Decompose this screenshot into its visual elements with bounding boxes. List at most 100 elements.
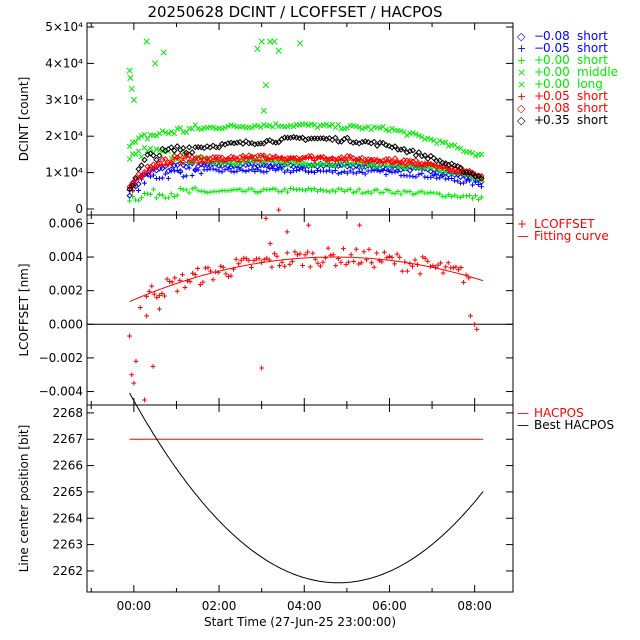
- plus-marker: [251, 258, 257, 263]
- plus-marker: [276, 207, 282, 213]
- legend-sign: +: [534, 113, 544, 127]
- legend-sign: +: [534, 77, 544, 91]
- plus-marker: [231, 169, 237, 175]
- diamond-marker: [347, 153, 354, 160]
- plus-marker: [419, 188, 425, 194]
- plus-marker: [315, 188, 320, 194]
- diamond-marker: [400, 145, 408, 153]
- diamond-marker: [338, 138, 345, 145]
- plus-marker: [236, 261, 242, 267]
- plus-marker: [267, 187, 273, 193]
- diamond-marker: [174, 143, 181, 150]
- plus-marker: [443, 194, 449, 200]
- plus-marker: [324, 168, 329, 174]
- diamond-marker: [418, 152, 425, 160]
- plus-marker: [324, 188, 329, 194]
- plus-marker: [329, 187, 335, 193]
- plus-marker: [259, 365, 265, 371]
- y-tick-label: 2264: [52, 511, 83, 525]
- plus-marker: [350, 190, 356, 195]
- diamond-marker: [472, 173, 479, 180]
- plus-marker: [228, 187, 234, 193]
- x-marker: [271, 38, 278, 45]
- plus-marker: [162, 293, 167, 299]
- plus-marker: [150, 363, 156, 369]
- plus-marker: [234, 168, 240, 174]
- legend-symbol: ◇: [517, 102, 526, 115]
- legend-symbol: —: [517, 406, 529, 420]
- plus-marker: [383, 187, 389, 192]
- plus-marker: [151, 172, 156, 178]
- diamond-marker: [296, 135, 303, 142]
- plus-marker: [417, 271, 423, 277]
- plus-marker: [233, 256, 239, 262]
- diamond-marker: [242, 156, 250, 163]
- plus-marker: [353, 170, 359, 176]
- plus-marker: [215, 269, 221, 275]
- x-marker: [389, 125, 395, 132]
- plus-marker: [205, 265, 211, 271]
- diamond-marker: [230, 140, 238, 147]
- diamond-marker: [230, 154, 238, 161]
- x-marker: [189, 126, 195, 132]
- legend-kind: short: [577, 101, 608, 115]
- legend-kind: short: [577, 29, 608, 43]
- diamond-marker: [353, 156, 360, 164]
- plus-marker: [443, 176, 449, 182]
- plus-marker: [279, 166, 285, 172]
- plus-marker: [371, 188, 377, 193]
- plus-marker: [186, 165, 192, 171]
- x-marker: [258, 38, 265, 45]
- dcint-panel: 0 1×10⁴ 2×10⁴ 3×10⁴ 4×10⁴ 5×10⁴ DCINT [count] ◇…: [17, 20, 618, 216]
- plus-marker: [387, 254, 392, 259]
- plus-marker: [292, 249, 298, 255]
- diamond-marker: [347, 138, 354, 145]
- diamond-marker: [469, 170, 476, 177]
- plus-marker: [261, 186, 267, 192]
- diamond-marker: [263, 156, 270, 163]
- diamond-marker: [326, 134, 333, 142]
- plus-marker: [330, 252, 336, 258]
- plus-marker: [472, 321, 478, 327]
- x-marker: [302, 121, 309, 127]
- legend-offset: 0.08: [543, 101, 570, 115]
- y-tick-label: 2262: [52, 564, 83, 578]
- diamond-marker: [275, 139, 282, 146]
- x-marker: [127, 74, 134, 82]
- diamond-marker: [412, 152, 419, 159]
- plus-marker: [171, 168, 177, 174]
- x-marker: [147, 145, 154, 152]
- x-marker: [240, 123, 246, 130]
- diamond-marker: [454, 162, 461, 170]
- plus-marker: [162, 171, 168, 177]
- diamond-marker: [415, 149, 422, 156]
- plus-marker: [149, 283, 155, 289]
- diamond-marker: [335, 162, 342, 169]
- x-marker: [314, 124, 321, 131]
- plus-marker: [164, 276, 170, 282]
- diamond-marker: [478, 175, 485, 182]
- plus-marker: [285, 189, 291, 195]
- x-marker: [231, 123, 237, 129]
- legend-symbol: +: [517, 90, 526, 103]
- diamond-marker: [147, 150, 154, 157]
- y-axis-label: LCOFFSET [nm]: [17, 263, 31, 356]
- plus-marker: [137, 305, 143, 310]
- x-marker: [254, 45, 261, 52]
- plus-marker: [306, 186, 311, 191]
- x-marker: [144, 136, 151, 142]
- diamond-marker: [153, 156, 160, 163]
- legend-sign: +: [534, 53, 544, 67]
- plus-marker: [361, 249, 367, 255]
- x-marker: [141, 131, 148, 138]
- diamond-marker: [388, 159, 396, 166]
- plus-marker: [165, 175, 171, 181]
- plus-marker: [169, 279, 175, 285]
- x-marker: [260, 107, 267, 114]
- plus-marker: [445, 260, 451, 266]
- x-marker: [383, 126, 389, 133]
- plus-marker: [468, 313, 473, 319]
- plus-marker: [216, 188, 222, 194]
- diamond-marker: [376, 158, 384, 165]
- y-tick-label: 2265: [52, 485, 83, 499]
